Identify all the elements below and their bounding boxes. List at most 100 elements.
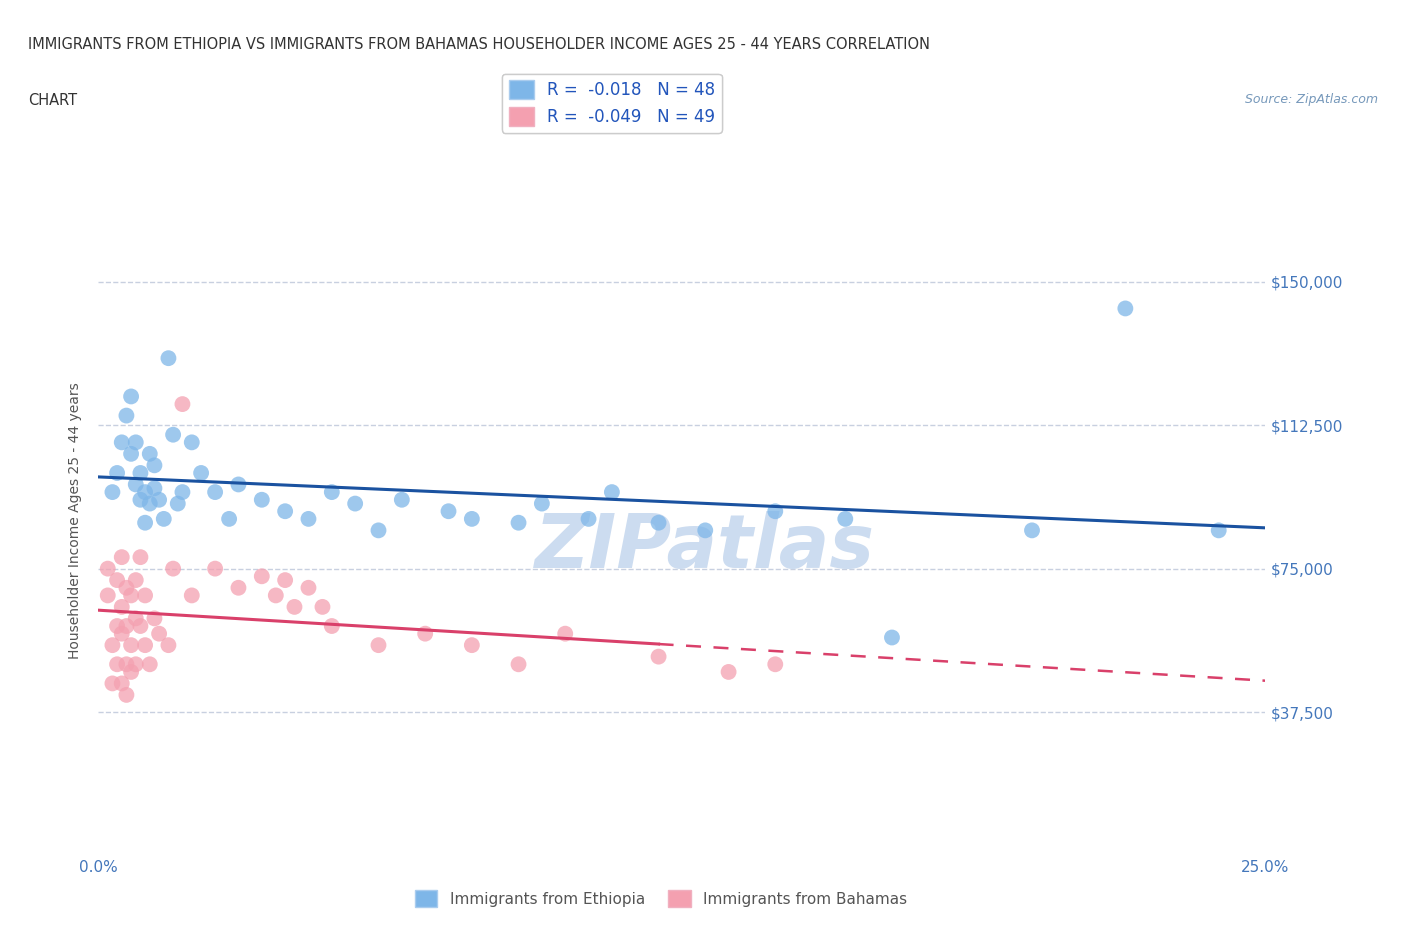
Point	[162, 427, 184, 442]
Point	[717, 665, 740, 680]
Point	[321, 485, 343, 499]
Point	[143, 458, 166, 472]
Point	[274, 504, 297, 519]
Point	[129, 492, 152, 507]
Point	[97, 588, 120, 603]
Point	[437, 504, 460, 519]
Point	[120, 665, 142, 680]
Point	[297, 580, 319, 595]
Point	[105, 657, 128, 671]
Point	[111, 626, 134, 641]
Point	[134, 515, 156, 530]
Point	[111, 676, 134, 691]
Legend: R =  -0.018   N = 48, R =  -0.049   N = 49: R = -0.018 N = 48, R = -0.049 N = 49	[502, 73, 721, 133]
Point	[880, 630, 903, 644]
Point	[172, 397, 194, 412]
Point	[204, 485, 226, 499]
Point	[391, 492, 413, 507]
Point	[1114, 301, 1136, 316]
Point	[115, 657, 138, 671]
Point	[228, 580, 250, 595]
Point	[508, 515, 530, 530]
Point	[554, 626, 576, 641]
Point	[250, 569, 273, 584]
Point	[367, 523, 389, 538]
Point	[250, 492, 273, 507]
Point	[115, 408, 138, 423]
Point	[120, 446, 142, 461]
Point	[763, 504, 786, 519]
Point	[600, 485, 623, 499]
Point	[283, 600, 305, 615]
Point	[125, 573, 148, 588]
Point	[129, 550, 152, 565]
Point	[1208, 523, 1230, 538]
Point	[311, 600, 333, 615]
Point	[204, 561, 226, 576]
Point	[578, 512, 600, 526]
Point	[115, 580, 138, 595]
Point	[120, 389, 142, 404]
Text: IMMIGRANTS FROM ETHIOPIA VS IMMIGRANTS FROM BAHAMAS HOUSEHOLDER INCOME AGES 25 -: IMMIGRANTS FROM ETHIOPIA VS IMMIGRANTS F…	[28, 37, 931, 52]
Point	[647, 649, 669, 664]
Legend: Immigrants from Ethiopia, Immigrants from Bahamas: Immigrants from Ethiopia, Immigrants fro…	[408, 884, 914, 913]
Point	[105, 573, 128, 588]
Point	[461, 512, 484, 526]
Text: Source: ZipAtlas.com: Source: ZipAtlas.com	[1244, 93, 1378, 106]
Point	[763, 657, 786, 671]
Point	[125, 657, 148, 671]
Point	[105, 618, 128, 633]
Point	[190, 466, 212, 481]
Point	[111, 550, 134, 565]
Point	[321, 618, 343, 633]
Point	[180, 588, 202, 603]
Point	[129, 618, 152, 633]
Point	[834, 512, 856, 526]
Point	[530, 496, 553, 511]
Point	[148, 492, 170, 507]
Point	[228, 477, 250, 492]
Point	[125, 435, 148, 450]
Point	[218, 512, 240, 526]
Point	[139, 496, 162, 511]
Point	[97, 561, 120, 576]
Point	[166, 496, 188, 511]
Point	[152, 512, 174, 526]
Point	[101, 676, 124, 691]
Point	[367, 638, 389, 653]
Point	[157, 638, 180, 653]
Point	[115, 618, 138, 633]
Point	[297, 512, 319, 526]
Point	[264, 588, 287, 603]
Point	[125, 477, 148, 492]
Point	[101, 638, 124, 653]
Point	[162, 561, 184, 576]
Point	[115, 687, 138, 702]
Point	[120, 638, 142, 653]
Point	[134, 485, 156, 499]
Point	[143, 481, 166, 496]
Point	[139, 446, 162, 461]
Point	[461, 638, 484, 653]
Point	[134, 588, 156, 603]
Point	[101, 485, 124, 499]
Point	[274, 573, 297, 588]
Point	[344, 496, 367, 511]
Point	[143, 611, 166, 626]
Point	[172, 485, 194, 499]
Point	[1021, 523, 1043, 538]
Point	[129, 466, 152, 481]
Point	[111, 435, 134, 450]
Point	[134, 638, 156, 653]
Point	[695, 523, 717, 538]
Point	[139, 657, 162, 671]
Y-axis label: Householder Income Ages 25 - 44 years: Householder Income Ages 25 - 44 years	[69, 382, 83, 659]
Point	[180, 435, 202, 450]
Point	[111, 600, 134, 615]
Point	[125, 611, 148, 626]
Point	[647, 515, 669, 530]
Point	[105, 466, 128, 481]
Text: ZIPatlas: ZIPatlas	[536, 512, 876, 584]
Text: CHART: CHART	[28, 93, 77, 108]
Point	[157, 351, 180, 365]
